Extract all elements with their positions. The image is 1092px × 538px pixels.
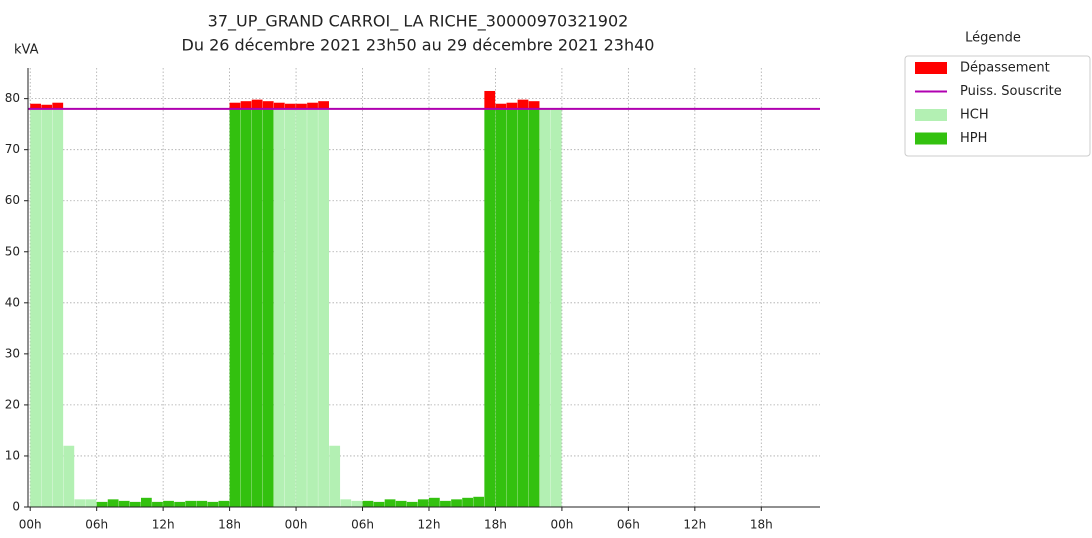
bar <box>506 108 518 507</box>
bar <box>462 497 473 507</box>
bar <box>240 108 252 507</box>
bar <box>140 497 152 507</box>
bar <box>484 90 496 109</box>
bar <box>296 103 307 109</box>
bar <box>495 103 507 109</box>
y-tick-label: 60 <box>5 193 20 207</box>
bar <box>207 501 219 507</box>
bar <box>41 104 53 109</box>
bar <box>517 108 529 507</box>
legend-title: Légende <box>965 31 1021 46</box>
bar <box>318 101 329 109</box>
bar <box>318 108 329 507</box>
bar <box>451 499 462 507</box>
x-tick-label: 12h <box>683 518 706 532</box>
y-tick-label: 30 <box>5 346 20 360</box>
chart-subtitle: Du 26 décembre 2021 23h50 au 29 décembre… <box>182 36 655 55</box>
x-tick-label: 06h <box>617 518 640 532</box>
bar <box>218 500 230 507</box>
bar <box>539 108 551 507</box>
bar <box>41 108 53 507</box>
bar <box>30 103 41 109</box>
bar <box>550 108 562 507</box>
bar <box>273 108 285 507</box>
bar <box>229 102 241 109</box>
bar <box>395 500 407 507</box>
legend-label: Puiss. Souscrite <box>960 84 1062 99</box>
bar <box>284 103 296 109</box>
bar <box>296 108 307 507</box>
bar <box>307 102 318 109</box>
x-tick-label: 00h <box>19 518 42 532</box>
bar <box>107 499 119 507</box>
legend-label: Dépassement <box>960 61 1050 76</box>
bar <box>262 108 274 507</box>
bar <box>284 108 296 507</box>
legend-label: HCH <box>960 108 989 123</box>
x-tick-label: 06h <box>351 518 374 532</box>
bar <box>74 499 86 507</box>
bar <box>528 101 540 109</box>
bar <box>495 108 507 507</box>
x-tick-label: 06h <box>85 518 108 532</box>
legend-swatch <box>915 109 947 121</box>
bar <box>251 99 263 109</box>
bar <box>174 501 185 507</box>
y-tick-label: 70 <box>5 142 20 156</box>
bar <box>30 108 41 507</box>
x-tick-label: 18h <box>750 518 773 532</box>
x-tick-label: 12h <box>418 518 441 532</box>
y-tick-label: 20 <box>5 397 20 411</box>
bar <box>428 497 440 507</box>
bar <box>240 101 252 109</box>
y-tick-label: 0 <box>12 500 20 514</box>
bar <box>307 108 318 507</box>
bar <box>63 445 75 507</box>
bar <box>85 499 97 507</box>
bar <box>351 500 363 507</box>
x-tick-label: 18h <box>484 518 507 532</box>
bar <box>340 499 352 507</box>
bar <box>52 102 64 109</box>
bar <box>506 102 518 109</box>
bar <box>129 501 141 507</box>
y-axis-label: kVA <box>14 43 39 58</box>
bar <box>152 501 163 507</box>
bar <box>96 501 108 507</box>
chart-title: 37_UP_GRAND CARROI_ LA RICHE_30000970321… <box>208 12 629 32</box>
legend-box <box>904 55 1091 157</box>
bar <box>384 499 396 507</box>
bar <box>118 500 130 507</box>
bar <box>406 501 418 507</box>
bar <box>440 500 451 507</box>
y-tick-label: 50 <box>5 244 20 258</box>
bar <box>517 99 529 109</box>
legend-swatch <box>915 132 947 145</box>
y-tick-label: 40 <box>5 295 20 309</box>
bar <box>484 108 496 507</box>
bar <box>251 108 263 507</box>
bar <box>52 108 64 507</box>
bar <box>273 102 285 109</box>
y-tick-label: 80 <box>5 91 20 105</box>
x-tick-label: 12h <box>152 518 175 532</box>
bar <box>163 500 174 507</box>
bar <box>229 108 241 507</box>
bar <box>262 101 274 109</box>
y-tick-label: 10 <box>5 448 20 462</box>
legend-label: HPH <box>960 131 987 146</box>
bar <box>373 501 385 507</box>
bar <box>329 445 341 507</box>
bar <box>528 108 540 507</box>
bar <box>185 500 197 507</box>
x-tick-label: 00h <box>285 518 308 532</box>
bar <box>473 496 485 507</box>
bar <box>196 500 208 507</box>
x-tick-label: 18h <box>218 518 241 532</box>
bar <box>417 499 429 507</box>
x-tick-label: 00h <box>550 518 573 532</box>
legend-swatch <box>915 62 947 74</box>
bar <box>362 500 374 507</box>
